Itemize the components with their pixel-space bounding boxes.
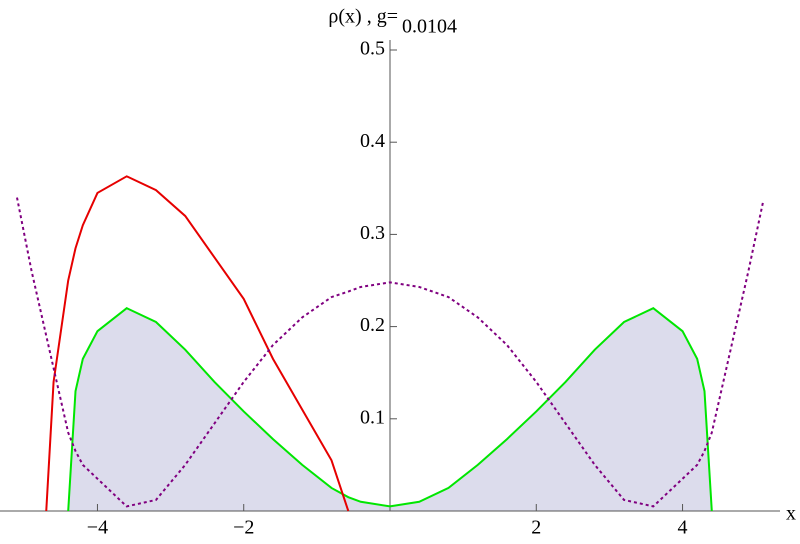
y-tick-label: 0.3 [360, 222, 385, 244]
x-axis-label: x [786, 503, 796, 525]
y-tick-label: 0.1 [360, 406, 385, 428]
x-tick-label: 2 [531, 517, 541, 539]
y-tick-label: 0.5 [360, 38, 385, 60]
y-tick-label: 0.2 [360, 314, 385, 336]
chart-title: ρ(x) , g= [328, 6, 398, 28]
x-tick-label: −2 [233, 517, 254, 539]
line [67, 306, 713, 512]
title-value: 0.0104 [402, 16, 457, 38]
x-tick-label: −4 [87, 517, 108, 539]
area [68, 308, 712, 511]
line [45, 175, 350, 512]
y-tick-label: 0.4 [360, 130, 385, 152]
x-tick-label: 4 [678, 517, 688, 539]
